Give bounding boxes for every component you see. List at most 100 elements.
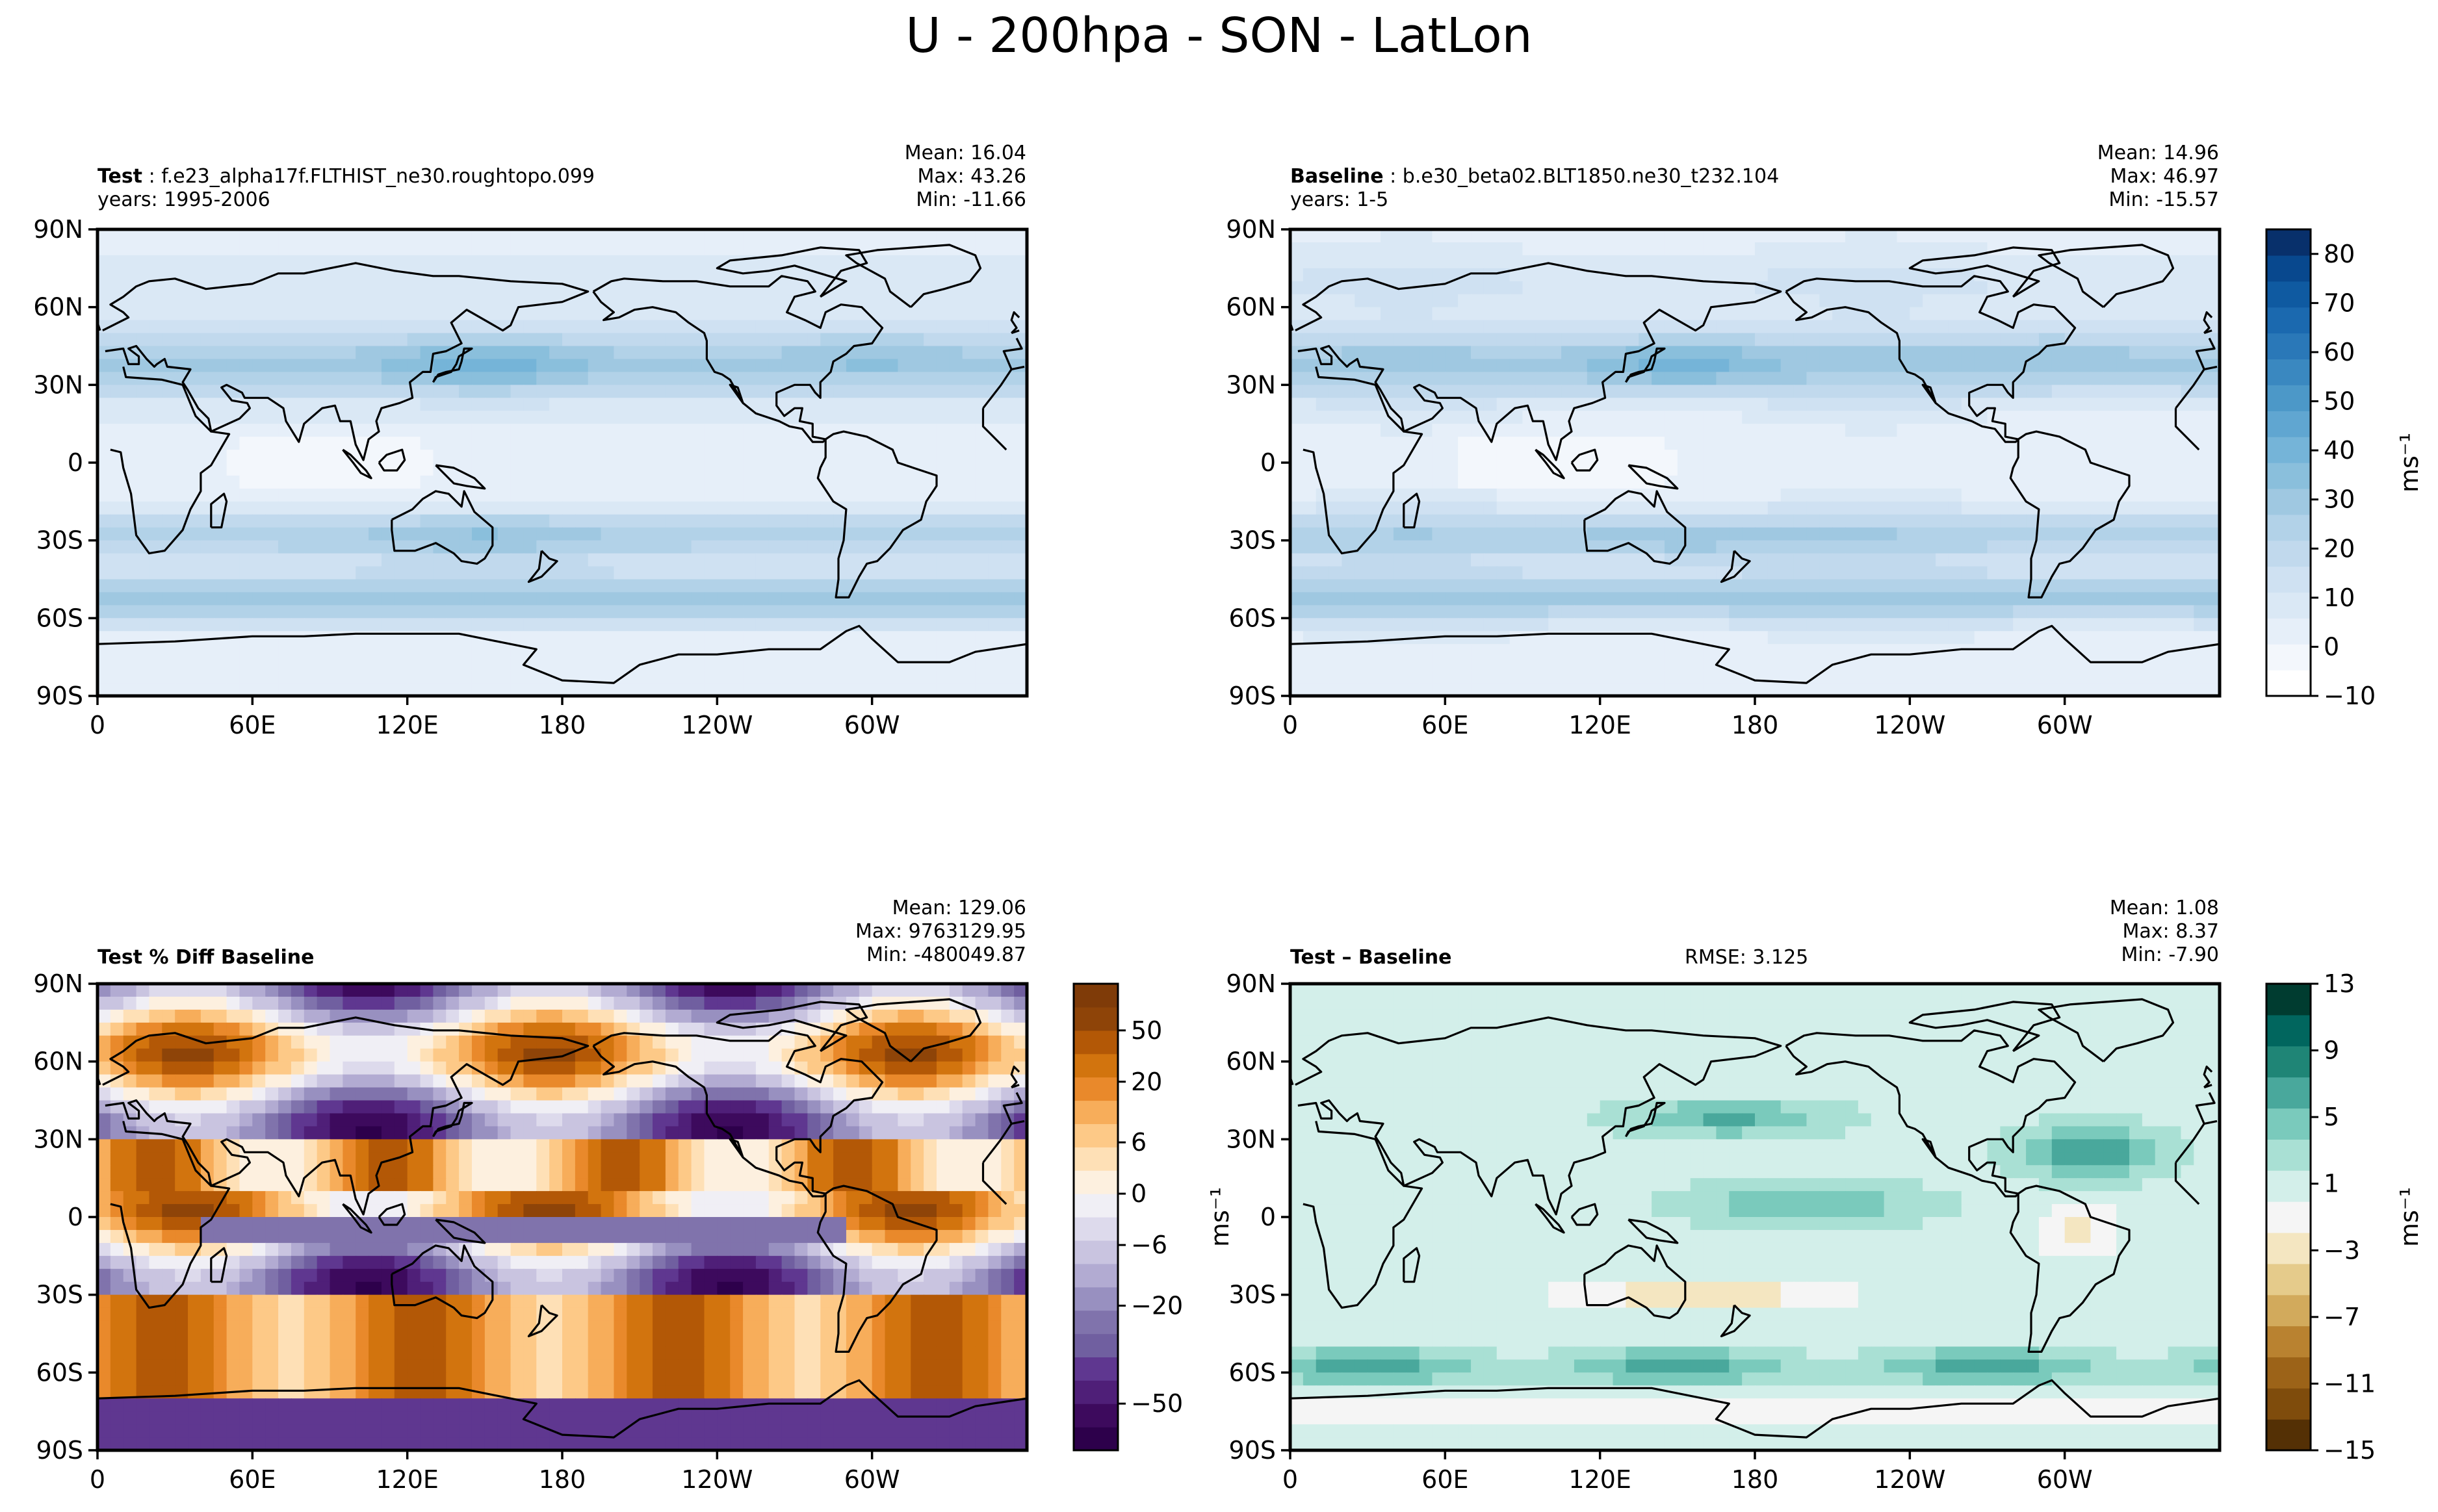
field-cell	[304, 501, 318, 515]
field-cell	[640, 488, 653, 502]
field-cell	[640, 437, 653, 450]
field-cell	[872, 450, 886, 463]
field-cell	[2051, 398, 2066, 412]
field-cell	[1290, 463, 1304, 476]
field-cell	[665, 553, 679, 567]
field-cell	[1987, 501, 2001, 515]
field-cell	[730, 644, 744, 658]
field-cell	[2064, 411, 2079, 424]
field-cell	[136, 618, 150, 632]
field-cell	[1600, 437, 1614, 450]
field-cell	[949, 631, 963, 645]
field-cell	[549, 450, 563, 463]
field-cell	[1626, 527, 1640, 541]
field-cell	[1716, 424, 1730, 437]
field-cell	[1780, 320, 1795, 334]
field-cell	[1432, 320, 1446, 334]
field-cell	[407, 463, 421, 476]
field-cell	[1845, 501, 1859, 515]
field-cell	[885, 618, 899, 632]
field-cell	[2194, 579, 2207, 593]
field-cell	[898, 320, 912, 334]
field-cell	[97, 488, 111, 502]
field-cell	[988, 411, 1002, 424]
field-cell	[1509, 631, 1524, 645]
field-cell	[743, 631, 757, 645]
field-cell	[226, 488, 240, 502]
field-cell	[1767, 372, 1782, 386]
field-cell	[794, 488, 809, 502]
field-cell	[768, 255, 783, 269]
field-cell	[1767, 411, 1782, 424]
field-cell	[2064, 424, 2079, 437]
field-cell	[1974, 566, 1988, 580]
field-cell	[1793, 255, 1808, 269]
field-cell	[394, 501, 408, 515]
field-cell	[2026, 450, 2040, 463]
field-cell	[1664, 501, 1678, 515]
field-cell	[1664, 488, 1678, 502]
field-cell	[356, 359, 369, 373]
field-cell	[459, 566, 473, 580]
field-cell	[794, 475, 809, 489]
test-subtitle: Test : f.e23_alpha17f.FLTHIST_ne30.rough…	[97, 165, 595, 211]
field-cell	[1303, 320, 1317, 334]
field-cell	[523, 605, 538, 619]
field-cell	[691, 644, 705, 658]
field-cell	[1780, 411, 1795, 424]
field-cell	[1522, 294, 1537, 308]
field-cell	[2207, 527, 2220, 541]
field-cell	[846, 488, 860, 502]
field-cell	[1535, 255, 1550, 269]
field-cell	[2194, 268, 2207, 282]
field-cell	[1703, 450, 1717, 463]
field-cell	[1290, 385, 1304, 399]
field-cell	[97, 294, 111, 308]
field-cell	[1806, 618, 1821, 632]
field-cell	[1936, 307, 1949, 321]
field-cell	[1406, 294, 1420, 308]
field-cell	[1483, 475, 1498, 489]
field-cell	[381, 255, 395, 269]
field-cell	[1600, 385, 1614, 399]
field-cell	[549, 475, 563, 489]
field-cell	[1845, 579, 1859, 593]
field-cell	[2038, 566, 2053, 580]
field-cell	[175, 255, 188, 269]
field-cell	[1290, 268, 1304, 282]
field-cell	[1677, 333, 1691, 347]
field-cell	[562, 242, 576, 256]
field-cell	[278, 605, 292, 619]
field-cell	[407, 618, 421, 632]
field-cell	[1755, 268, 1769, 282]
field-cell	[781, 372, 796, 386]
field-cell	[369, 488, 382, 502]
field-cell	[1626, 618, 1640, 632]
field-cell	[1652, 437, 1665, 450]
field-cell	[588, 657, 602, 671]
field-cell	[1445, 579, 1459, 593]
field-cell	[2168, 566, 2182, 580]
test-max: Max: 43.26	[917, 165, 1026, 188]
field-cell	[175, 372, 188, 386]
field-cell	[911, 398, 924, 412]
field-cell	[1884, 605, 1898, 619]
field-cell	[962, 437, 976, 450]
field-cell	[110, 514, 124, 528]
field-cell	[1690, 501, 1704, 515]
field-cell	[781, 670, 796, 684]
field-cell	[1793, 631, 1808, 645]
field-cell	[549, 437, 563, 450]
field-cell	[1948, 631, 1962, 645]
field-cell	[1561, 579, 1575, 593]
field-cell	[2129, 475, 2143, 489]
field-cell	[1845, 618, 1859, 632]
field-cell	[1626, 229, 1640, 243]
field-cell	[704, 566, 718, 580]
field-cell	[1548, 333, 1562, 347]
field-cell	[1923, 463, 1936, 476]
field-cell	[1664, 281, 1678, 295]
field-cell	[1690, 437, 1704, 450]
field-cell	[459, 540, 473, 554]
field-cell	[2168, 579, 2182, 593]
